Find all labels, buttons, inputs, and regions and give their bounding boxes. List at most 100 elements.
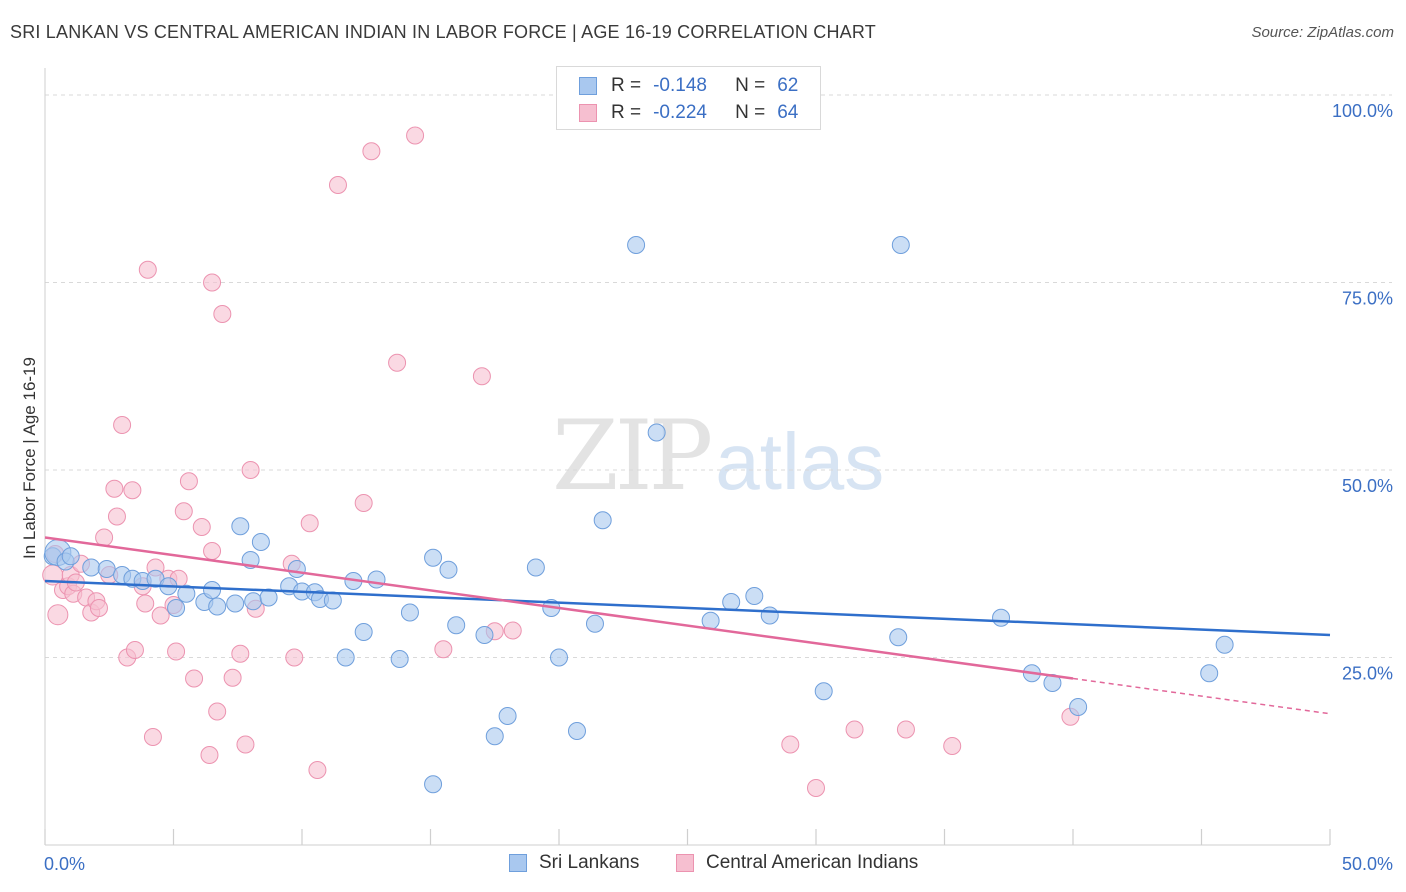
data-point-sri-lankans xyxy=(1200,664,1219,683)
data-point-central-american-indians xyxy=(95,528,114,547)
data-point-sri-lankans xyxy=(177,584,196,603)
data-point-central-american-indians xyxy=(179,472,198,491)
data-point-central-american-indians xyxy=(107,507,126,526)
legend-n-value: 62 xyxy=(777,75,799,96)
data-point-sri-lankans xyxy=(891,236,910,254)
data-point-sri-lankans xyxy=(593,511,612,530)
trend-line-central-american-indians xyxy=(44,536,1074,680)
data-point-central-american-indians xyxy=(236,735,255,754)
data-point-central-american-indians xyxy=(208,702,227,721)
data-point-sri-lankans xyxy=(424,548,443,567)
data-point-central-american-indians xyxy=(308,761,327,779)
data-point-sri-lankans xyxy=(287,560,306,578)
data-point-sri-lankans xyxy=(701,611,720,630)
chart-title: SRI LANKAN VS CENTRAL AMERICAN INDIAN IN… xyxy=(10,22,876,42)
legend-swatch-blue xyxy=(579,77,597,95)
data-point-central-american-indians xyxy=(143,728,162,746)
data-point-central-american-indians xyxy=(354,494,373,512)
data-point-sri-lankans xyxy=(1069,698,1088,716)
data-point-sri-lankans xyxy=(498,707,517,725)
x-tick-label: 50.0% xyxy=(1342,854,1393,874)
data-point-central-american-indians xyxy=(896,720,915,739)
data-point-central-american-indians xyxy=(807,779,825,797)
data-point-central-american-indians xyxy=(105,479,124,498)
data-point-sri-lankans xyxy=(889,628,908,647)
data-point-sri-lankans xyxy=(231,517,250,536)
data-point-central-american-indians xyxy=(174,502,193,521)
legend-n-value: 64 xyxy=(777,102,799,123)
bottom-legend-sri-lankans: Sri Lankans xyxy=(509,852,639,874)
legend-row-central-american-indians: R = -0.224 N = 64 xyxy=(579,101,798,125)
data-point-sri-lankans xyxy=(424,775,443,794)
bottom-legend: Sri Lankans Central American Indians xyxy=(0,852,1406,878)
data-point-sri-lankans xyxy=(550,648,568,667)
data-point-sri-lankans xyxy=(485,727,504,746)
data-point-sri-lankans xyxy=(1215,635,1234,654)
data-point-sri-lankans xyxy=(61,547,80,566)
data-point-central-american-indians xyxy=(503,621,522,640)
data-point-central-american-indians xyxy=(123,481,142,500)
y-tick-label: 75.0% xyxy=(1342,289,1393,309)
gridlines xyxy=(45,94,1392,658)
data-point-sri-lankans xyxy=(722,593,741,611)
data-point-central-american-indians xyxy=(943,737,962,755)
y-tick-label: 50.0% xyxy=(1342,476,1393,496)
data-point-sri-lankans xyxy=(367,570,386,589)
legend-r-value: -0.148 xyxy=(653,75,707,96)
legend-r-value: -0.224 xyxy=(653,102,707,123)
data-point-sri-lankans xyxy=(992,608,1011,627)
data-point-sri-lankans xyxy=(475,626,494,644)
data-point-central-american-indians xyxy=(362,142,381,161)
data-point-central-american-indians xyxy=(328,176,347,194)
legend-n-label: N = xyxy=(735,75,766,96)
data-point-sri-lankans xyxy=(760,606,779,625)
bottom-legend-swatch-blue xyxy=(509,854,527,872)
data-point-central-american-indians xyxy=(200,746,219,764)
data-point-central-american-indians xyxy=(241,461,260,479)
data-point-central-american-indians xyxy=(151,606,170,625)
data-point-sri-lankans xyxy=(814,682,833,701)
data-point-sri-lankans xyxy=(82,558,101,577)
data-point-sri-lankans xyxy=(647,423,666,442)
watermark-atlas: atlas xyxy=(715,417,885,506)
data-point-sri-lankans xyxy=(745,587,764,605)
data-point-sri-lankans xyxy=(336,648,355,667)
tick-labels: 25.0% 50.0% 75.0% 100.0% 0.0% 50.0% xyxy=(44,101,1393,874)
data-point-sri-lankans xyxy=(259,588,278,607)
data-point-sri-lankans xyxy=(167,599,186,617)
watermark: ZIPatlas xyxy=(552,400,884,512)
data-point-sri-lankans xyxy=(244,592,263,611)
data-point-central-american-indians xyxy=(89,599,108,617)
data-point-central-american-indians xyxy=(125,641,144,659)
data-point-sri-lankans xyxy=(567,722,586,740)
y-axis-label: In Labor Force | Age 16-19 xyxy=(20,357,39,559)
bottom-legend-central-american-indians: Central American Indians xyxy=(676,852,918,874)
axes xyxy=(44,68,1331,846)
data-point-sri-lankans xyxy=(447,616,466,635)
data-point-sri-lankans xyxy=(390,650,409,668)
data-point-central-american-indians xyxy=(192,518,211,536)
data-point-central-american-indians xyxy=(285,648,304,667)
data-point-sri-lankans xyxy=(208,597,227,616)
trend-line-sri-lankans xyxy=(44,579,1331,637)
data-point-central-american-indians xyxy=(472,367,491,386)
legend-swatch-pink xyxy=(579,104,597,122)
bottom-legend-label: Sri Lankans xyxy=(539,852,640,873)
data-point-central-american-indians xyxy=(136,594,155,613)
data-point-central-american-indians xyxy=(47,604,69,626)
data-point-sri-lankans xyxy=(526,558,545,577)
data-point-central-american-indians xyxy=(406,126,425,145)
legend: R = -0.148 N = 62 R = -0.224 N = 64 xyxy=(556,66,821,130)
data-point-sri-lankans xyxy=(203,581,222,599)
y-tick-label: 100.0% xyxy=(1332,101,1393,121)
data-point-central-american-indians xyxy=(223,668,242,687)
data-point-central-american-indians xyxy=(300,514,319,533)
legend-row-sri-lankans: R = -0.148 N = 62 xyxy=(579,74,798,98)
data-point-central-american-indians xyxy=(434,640,453,659)
data-point-central-american-indians xyxy=(231,644,250,663)
central-american-indians-points xyxy=(42,126,1080,797)
data-point-central-american-indians xyxy=(388,353,407,372)
chart-source: Source: ZipAtlas.com xyxy=(1251,24,1394,41)
sri-lankans-points xyxy=(43,236,1234,794)
trend-lines xyxy=(44,536,1331,715)
